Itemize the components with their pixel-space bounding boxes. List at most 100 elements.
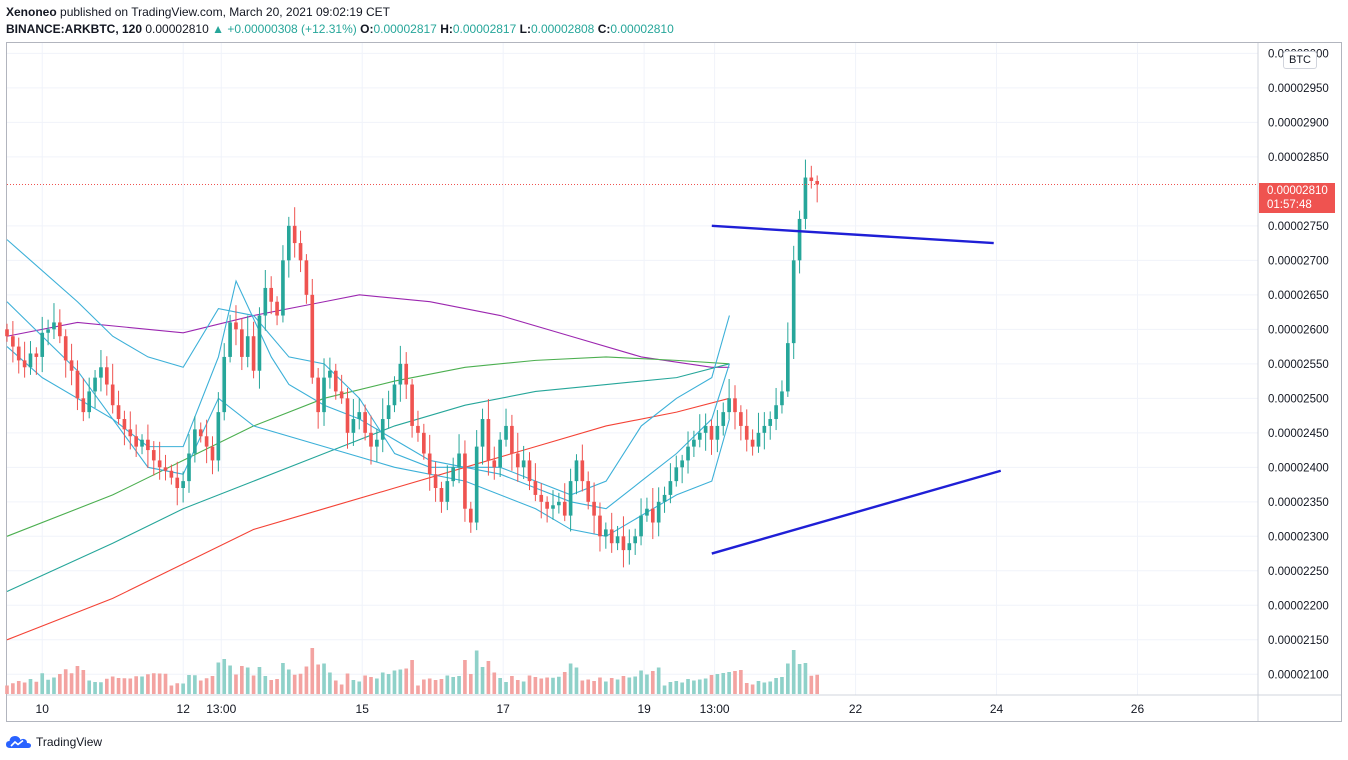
candle-body [721,412,726,426]
x-tick-label: 13:00 [700,702,730,716]
candle-body [63,336,68,361]
candle-body [733,398,737,413]
candle-body [486,419,491,461]
volume-bars [5,648,820,694]
volume-bar [181,683,185,694]
volume-bar [345,673,350,694]
y-tick-label: 0.00002150 [1268,635,1329,647]
volume-bar [457,676,461,694]
candle-body [81,398,86,413]
volume-bar [163,673,168,694]
candle-body [498,439,502,468]
volume-bar [357,681,362,694]
candle-body [386,405,391,420]
candle-body [621,536,626,551]
y-tick-label: 0.00002200 [1268,600,1329,612]
candle-body [715,425,720,440]
candle-body [316,377,320,413]
volume-bar [733,671,737,694]
symbol-label[interactable]: BINANCE:ARKBTC, 120 [6,22,143,36]
y-tick-label: 0.00002750 [1268,221,1329,233]
volume-bar [621,676,626,694]
volume-bar [210,676,215,694]
currency-badge[interactable]: BTC [1283,51,1317,69]
y-tick-label: 0.00002300 [1268,531,1329,543]
candle-body [52,322,56,330]
candle-body [580,460,585,482]
candle-body [686,446,690,461]
volume-bar [204,678,209,694]
author-name[interactable]: Xenoneo [6,5,57,19]
volume-bar [363,675,367,694]
x-tick-label: 15 [356,702,370,716]
open-label: O: [360,22,374,36]
y-tick-label: 0.00002700 [1268,255,1329,267]
x-tick-label: 13:00 [206,702,236,716]
volume-bar [175,683,180,694]
volume-bar [515,680,520,694]
candle-body [768,419,773,426]
volume-bar [562,672,567,694]
volume-bar [316,664,320,694]
volume-bar [240,666,244,694]
candle-body [34,353,39,357]
high-label: H: [440,22,453,36]
volume-bar [292,674,297,694]
volume-bar [445,675,450,694]
candle-body [527,460,532,482]
candle-body [151,450,156,461]
low-value: 0.00002808 [530,22,595,36]
candle-body [163,467,168,471]
volume-bar [780,677,784,694]
chart-frame[interactable] [6,42,1342,722]
volume-bar [650,671,655,694]
indicator-line [6,239,730,496]
candle-body [680,460,684,468]
tradingview-logo[interactable]: TradingView [6,733,102,751]
candle-body [28,353,33,368]
candle-body [99,367,103,378]
candles [5,159,820,568]
candle-body [633,536,638,544]
volume-bar [533,677,538,694]
candle-body [427,453,432,475]
volume-bar [686,679,690,694]
indicator-line [6,363,730,593]
y-tick-label: 0.00002600 [1268,324,1329,336]
volume-bar [492,672,497,694]
candle-body [615,536,620,544]
volume-bar [339,684,344,694]
volume-bar [815,674,820,694]
volume-bar [110,676,115,694]
indicator-line [6,346,730,537]
candle-body [562,501,567,516]
candle-body [463,453,467,509]
volume-bar [498,678,502,694]
brand-name: TradingView [36,735,103,749]
published-text: published on TradingView.com, March 20, … [60,5,390,19]
candle-body [240,329,244,357]
candle-body [439,488,444,502]
candle-body [609,529,614,544]
volume-bar [298,673,303,694]
bar-countdown: 01:57:48 [1267,199,1312,211]
volume-bar [568,663,573,694]
volume-bar [739,670,743,694]
candle-body [815,180,820,185]
volume-bar [715,674,720,694]
volume-bar [93,682,97,694]
volume-bar [592,681,596,694]
volume-bar [328,672,332,694]
time-axis: 10 12 13:00 15 17 19 13:00 22 24 26 [7,694,1341,716]
volume-bar [52,677,56,694]
candle-body [210,446,215,461]
volume-bar [134,676,138,694]
candle-body [234,322,238,330]
candle-body [228,322,232,357]
candle-body [216,412,221,461]
volume-bar [157,673,162,694]
trendlines [711,224,1002,555]
candle-body [46,329,50,333]
volume-bar [63,669,68,694]
